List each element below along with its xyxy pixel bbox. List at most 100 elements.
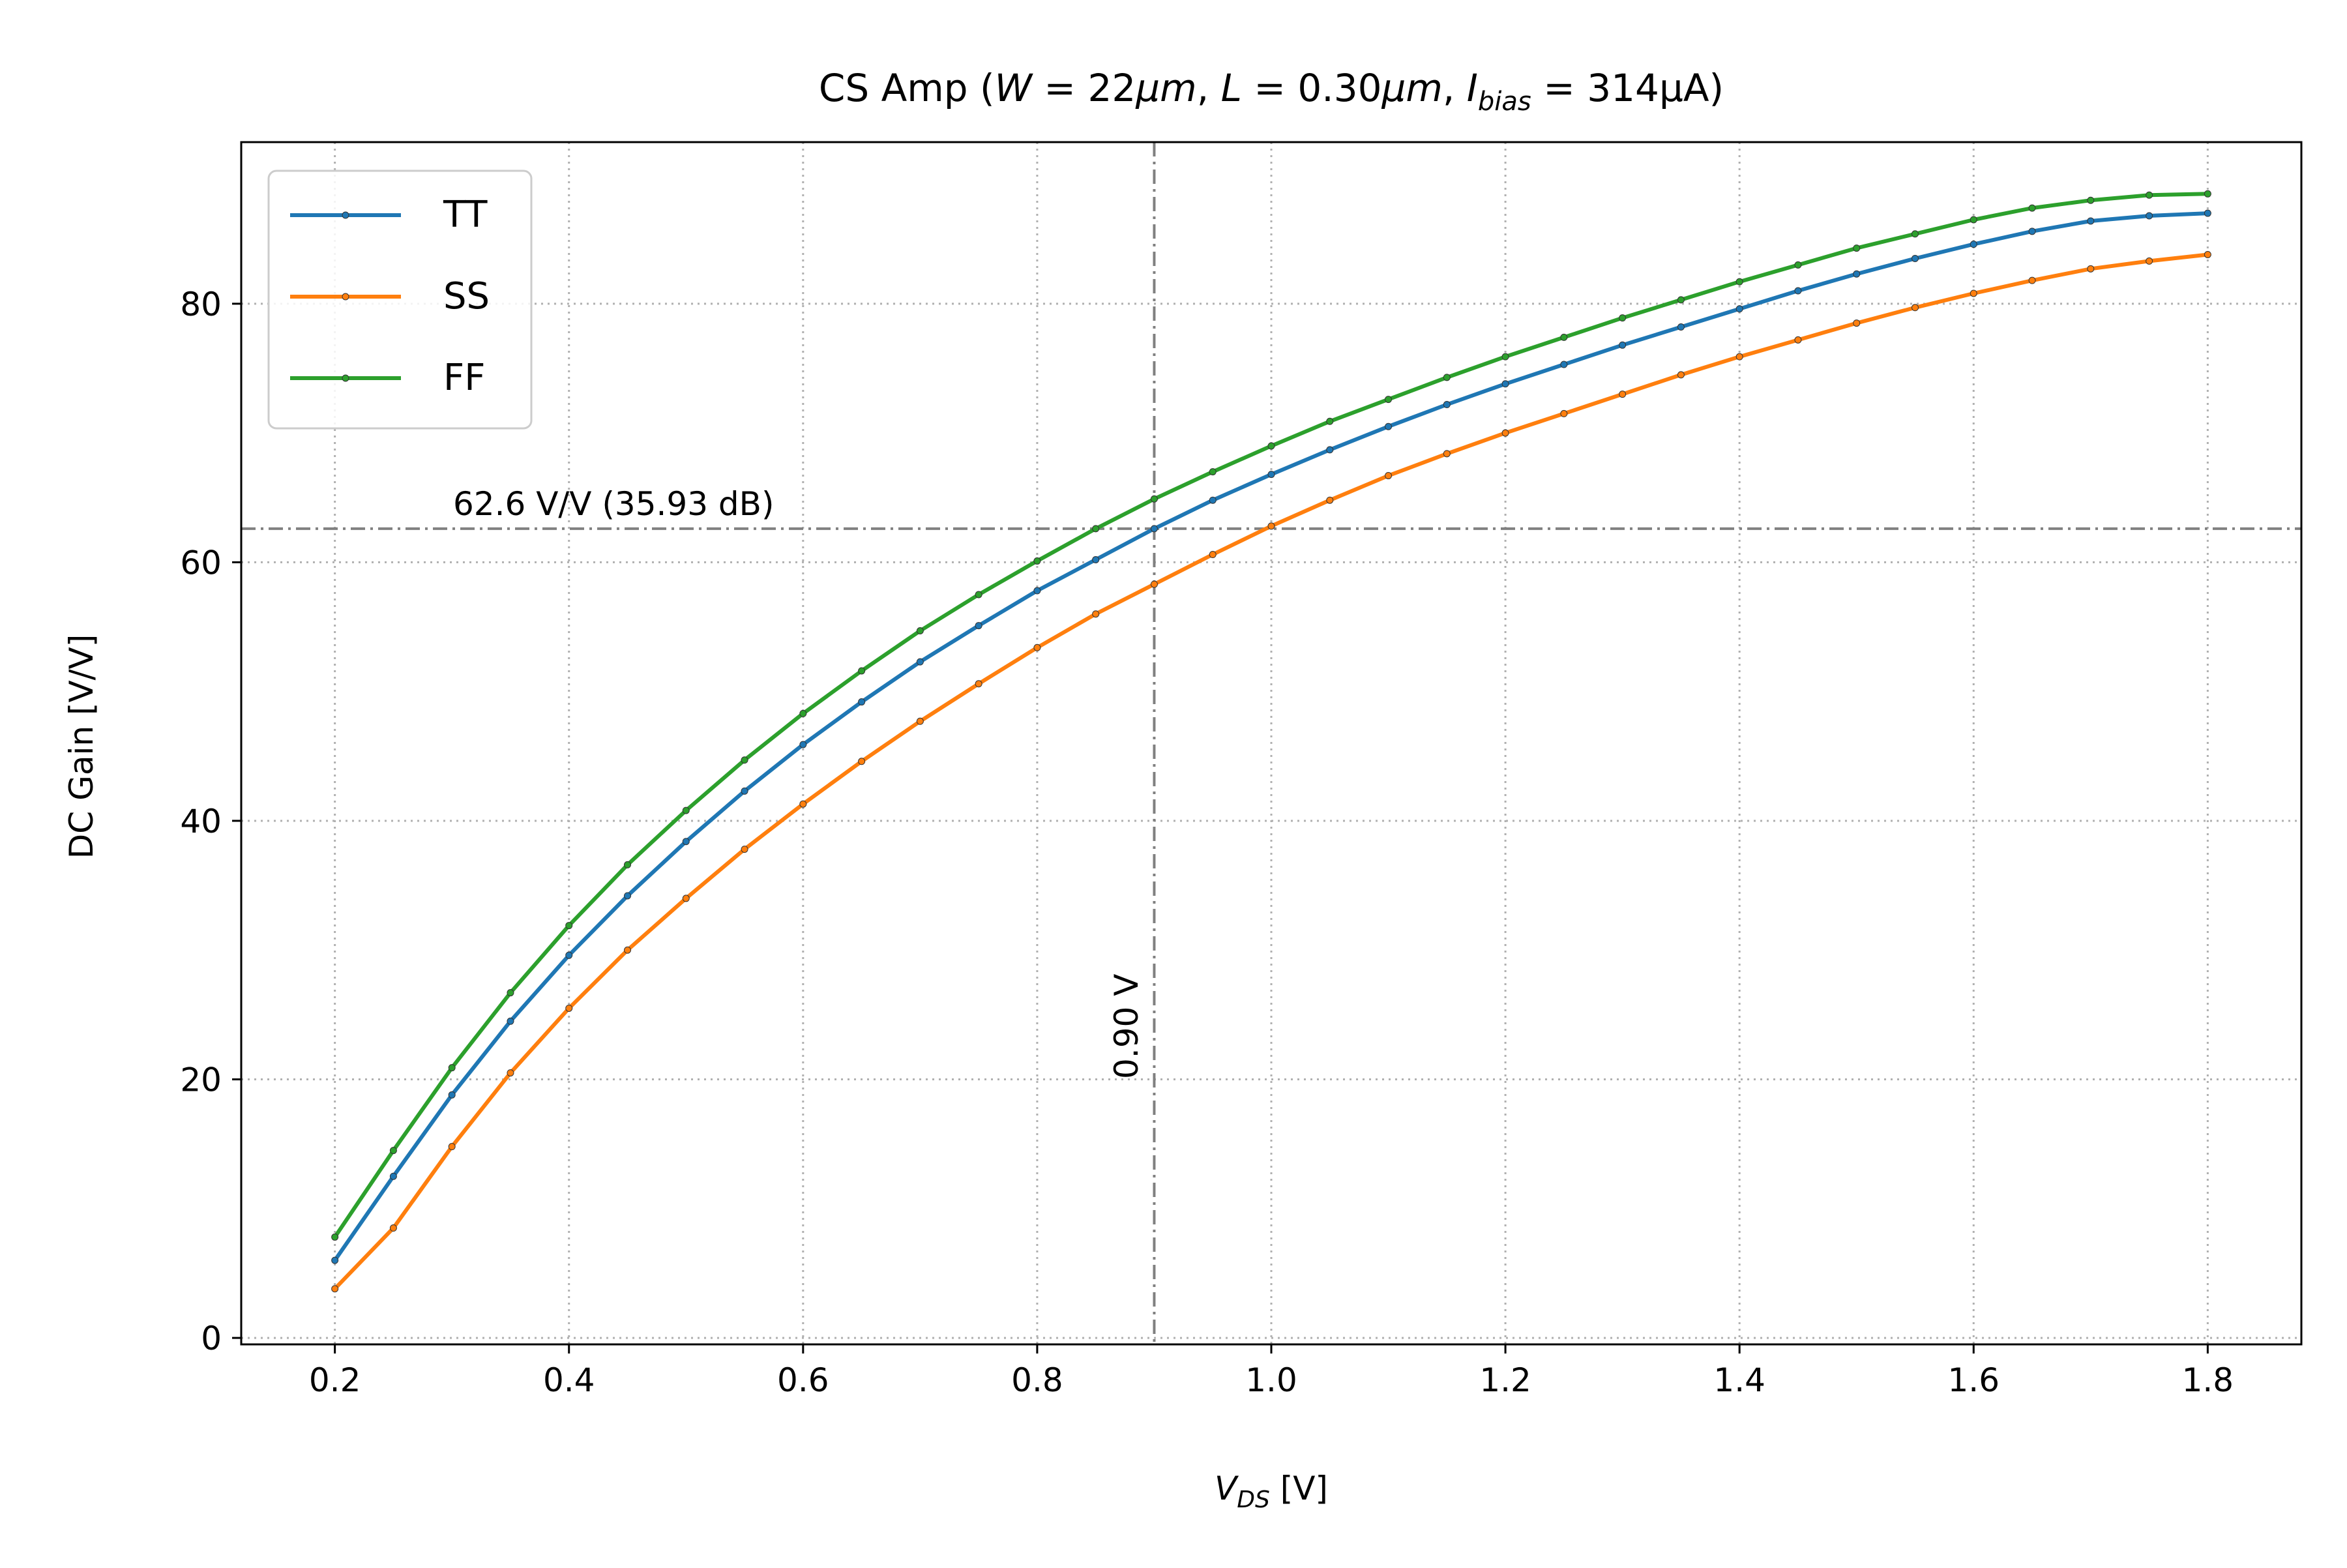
- data-point: [2204, 190, 2211, 198]
- data-point: [1385, 422, 1393, 430]
- data-point: [2028, 276, 2036, 284]
- series-ss: [331, 251, 2211, 1293]
- data-point: [1092, 555, 1100, 563]
- data-point: [1092, 610, 1100, 618]
- chart-title: CS Amp (W = 22μm, L = 0.30μm, Ibias = 31…: [819, 66, 1724, 117]
- x-axis-label: VDS [V]: [1215, 1470, 1328, 1513]
- data-point: [916, 658, 924, 666]
- data-point: [1735, 278, 1743, 286]
- legend-label: SS: [443, 275, 490, 318]
- series-line-ff: [332, 192, 2210, 1239]
- data-point: [1560, 361, 1568, 368]
- data-point: [975, 622, 982, 630]
- x-tick-label: 1.0: [1245, 1361, 1297, 1399]
- data-point: [1677, 296, 1685, 304]
- data-point: [858, 667, 866, 675]
- data-point: [1033, 557, 1041, 565]
- series-tt: [331, 209, 2211, 1264]
- x-tick-label: 1.8: [2182, 1361, 2234, 1399]
- data-point: [1912, 254, 1919, 262]
- y-ticks: 0 20 40 60 80: [180, 286, 241, 1357]
- data-point: [1970, 241, 1977, 248]
- data-point: [331, 1285, 339, 1293]
- data-point: [1853, 319, 1861, 327]
- series-layer: [331, 190, 2211, 1293]
- data-point: [1619, 341, 1627, 349]
- data-point: [1853, 270, 1861, 278]
- data-point: [389, 1147, 397, 1155]
- data-point: [799, 800, 807, 808]
- data-point: [1970, 216, 1977, 224]
- x-tick-label: 1.4: [1713, 1361, 1765, 1399]
- data-point: [1092, 525, 1100, 533]
- data-point: [1677, 371, 1685, 379]
- legend-label: TT: [443, 194, 488, 236]
- data-point: [389, 1172, 397, 1180]
- data-point: [682, 895, 690, 902]
- data-point: [1619, 391, 1627, 398]
- data-point: [2028, 204, 2036, 212]
- data-point: [1326, 417, 1334, 425]
- data-point: [799, 709, 807, 717]
- data-point: [682, 806, 690, 814]
- data-point: [507, 1069, 514, 1077]
- data-point: [1267, 442, 1275, 450]
- data-point: [741, 756, 748, 764]
- data-point: [2087, 196, 2095, 204]
- y-axis-label: DC Gain [V/V]: [63, 634, 100, 859]
- x-ticks: 0.2 0.4 0.6 0.8 1.0 1.2 1.4 1.6 1.8: [309, 1344, 2234, 1399]
- data-point: [448, 1064, 456, 1072]
- legend-item-tt: TT: [290, 194, 488, 236]
- data-point: [2146, 191, 2153, 199]
- vline-annotation: 0.90 V: [1108, 974, 1145, 1079]
- legend-item-ff: FF: [290, 357, 485, 399]
- data-point: [1267, 471, 1275, 479]
- data-point: [1209, 551, 1217, 559]
- data-point: [565, 951, 573, 959]
- x-tick-label: 1.2: [1479, 1361, 1531, 1399]
- data-point: [507, 989, 514, 997]
- data-point: [1560, 409, 1568, 417]
- data-point: [1033, 643, 1041, 651]
- data-point: [916, 627, 924, 634]
- data-point: [1209, 468, 1217, 476]
- data-point: [916, 717, 924, 725]
- data-point: [2087, 265, 2095, 273]
- data-point: [331, 1256, 339, 1264]
- data-point: [448, 1091, 456, 1099]
- data-point: [1501, 353, 1509, 361]
- data-point: [1677, 323, 1685, 331]
- data-point: [2204, 251, 2211, 259]
- data-point: [1853, 244, 1861, 252]
- data-point: [1560, 333, 1568, 341]
- data-point: [448, 1143, 456, 1151]
- x-tick-label: 0.8: [1011, 1361, 1063, 1399]
- x-tick-label: 0.2: [309, 1361, 361, 1399]
- data-point: [2146, 212, 2153, 220]
- data-point: [624, 946, 631, 954]
- y-tick-label: 40: [180, 803, 222, 840]
- data-point: [1501, 380, 1509, 388]
- data-point: [1267, 522, 1275, 530]
- grid-layer: [241, 142, 2301, 1344]
- data-point: [389, 1224, 397, 1232]
- data-point: [1209, 496, 1217, 504]
- data-point: [1794, 261, 1802, 269]
- data-point: [975, 591, 982, 599]
- data-point: [2028, 228, 2036, 235]
- data-point: [1326, 446, 1334, 454]
- x-tick-label: 0.4: [543, 1361, 595, 1399]
- data-point: [565, 922, 573, 930]
- legend-marker: [342, 293, 349, 301]
- data-point: [565, 1004, 573, 1012]
- legend-item-ss: SS: [290, 275, 490, 318]
- data-point: [1033, 587, 1041, 595]
- data-point: [1385, 396, 1393, 404]
- data-point: [1150, 525, 1158, 533]
- data-point: [741, 846, 748, 853]
- data-point: [741, 787, 748, 795]
- y-tick-label: 20: [180, 1061, 222, 1099]
- legend-label: FF: [443, 357, 485, 399]
